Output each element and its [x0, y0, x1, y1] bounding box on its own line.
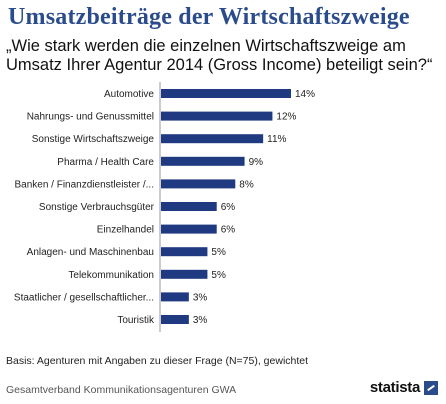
value-label: 5% [211, 247, 226, 258]
value-label: 9% [249, 157, 264, 168]
category-label: Staatlicher / gesellschaftlicher... [14, 292, 154, 303]
category-label: Telekommunikation [68, 270, 154, 281]
category-label: Pharma / Health Care [57, 157, 154, 168]
value-label: 6% [221, 225, 236, 236]
category-label: Einzelhandel [97, 225, 154, 236]
bar [161, 315, 189, 324]
bar-chart: Automotive 14% Nahrungs- und Genussmittel 1… [14, 82, 315, 332]
value-label: 5% [211, 270, 226, 281]
bar [161, 179, 236, 189]
value-label: 3% [193, 292, 208, 303]
category-label: Anlagen- und Maschinenbau [27, 247, 154, 258]
category-label: Touristik [117, 315, 155, 326]
logo-text: statista [369, 379, 420, 396]
category-label: Sonstige Wirtschaftszweige [32, 134, 155, 145]
bar [161, 202, 217, 211]
bar [161, 111, 273, 121]
basis-note: Basis: Agenturen mit Angaben zu dieser F… [6, 355, 309, 367]
source-note: Gesamtverband Kommunikationsagenturen GW… [6, 384, 237, 396]
category-label: Banken / Finanzdienstleister /... [14, 179, 154, 190]
bar [161, 89, 291, 98]
statista-logo: statista [370, 379, 438, 396]
bar [161, 269, 208, 279]
value-label: 12% [276, 112, 296, 123]
category-label: Automotive [104, 89, 154, 100]
bar [161, 247, 208, 257]
bar [161, 292, 189, 302]
chart-subtitle: „Wie stark werden die einzelnen Wirtscha… [6, 37, 433, 74]
bar [161, 224, 217, 234]
value-label: 8% [239, 179, 254, 190]
chart-title: Umsatzbeiträge der Wirtschaftszweige [8, 4, 410, 30]
value-label: 6% [221, 202, 236, 213]
bar [161, 134, 264, 144]
category-label: Nahrungs- und Genussmittel [27, 112, 154, 123]
statista-logo-icon [424, 380, 438, 395]
value-label: 14% [295, 89, 315, 100]
bar [161, 156, 245, 166]
category-label: Sonstige Verbrauchsgüter [39, 202, 155, 213]
value-label: 11% [267, 134, 286, 145]
value-label: 3% [193, 315, 208, 326]
